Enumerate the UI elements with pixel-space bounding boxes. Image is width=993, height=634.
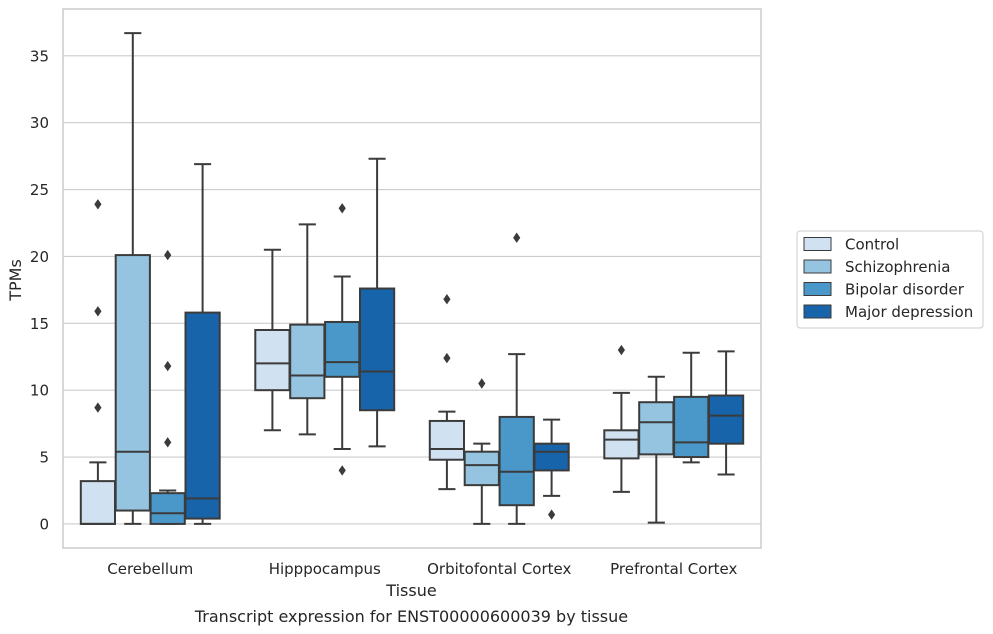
box-3-2 xyxy=(533,418,570,520)
y-tick-labels: 0 5 10 15 20 25 30 35 xyxy=(30,47,49,533)
y-tick-label: 15 xyxy=(30,315,49,333)
y-tick-label: 10 xyxy=(30,382,49,400)
box-2-0 xyxy=(149,249,186,525)
box-iqr xyxy=(184,311,221,520)
box-0-3 xyxy=(603,344,640,493)
box-iqr xyxy=(358,287,396,412)
outlier-point xyxy=(443,294,451,305)
legend: Control Schizophrenia Bipolar disorder Majo… xyxy=(796,230,984,329)
box-iqr xyxy=(603,429,640,460)
y-axis-title: TPMs xyxy=(6,259,25,302)
legend-swatch xyxy=(803,304,832,319)
box-iqr xyxy=(289,323,326,400)
box-iqr xyxy=(114,254,151,512)
box-1-0 xyxy=(114,32,151,525)
box-iqr xyxy=(254,328,291,392)
x-tick-labels: Cerebellum Hipppocampus Orbitofontal Corte… xyxy=(107,560,737,578)
legend-label: Bipolar disorder xyxy=(845,281,965,299)
outlier-point xyxy=(164,360,172,372)
y-tick-label: 30 xyxy=(30,114,49,132)
legend-swatch xyxy=(803,237,832,251)
x-axis-title: Tissue xyxy=(385,581,436,600)
box-3-3 xyxy=(707,350,745,476)
x-tick-label: Prefrontal Cortex xyxy=(610,560,737,578)
x-tick-label: Cerebellum xyxy=(107,560,193,578)
box-iqr xyxy=(673,395,710,459)
outlier-point xyxy=(443,352,451,364)
legend-label: Control xyxy=(845,236,899,254)
outlier-point xyxy=(617,344,625,356)
box-iqr xyxy=(638,401,675,456)
y-tick-label: 25 xyxy=(30,181,49,199)
outlier-point xyxy=(513,232,521,243)
chart-caption: Transcript expression for ENST0000060003… xyxy=(194,607,628,626)
legend-label: Major depression xyxy=(845,303,973,321)
outlier-point xyxy=(164,437,172,448)
legend-label: Schizophrenia xyxy=(845,258,950,276)
x-tick-label: Hipppocampus xyxy=(269,560,381,578)
plot-frame xyxy=(62,8,762,549)
y-tick-label: 35 xyxy=(30,47,49,65)
box-2-1 xyxy=(324,203,361,476)
outlier-point xyxy=(94,306,102,317)
box-0-1 xyxy=(254,248,291,432)
box-1-2 xyxy=(463,378,500,525)
x-tick-label: Orbitofontal Cortex xyxy=(427,560,571,578)
legend-swatch xyxy=(803,282,832,296)
box-iqr xyxy=(498,415,535,507)
box-iqr xyxy=(428,419,466,461)
y-tick-label: 20 xyxy=(30,248,49,266)
box-1-1 xyxy=(289,223,326,436)
legend-frame xyxy=(796,230,984,329)
box-2-2 xyxy=(498,232,535,525)
box-iqr xyxy=(707,394,745,445)
box-iqr xyxy=(533,442,570,472)
y-tick-label: 5 xyxy=(39,449,49,467)
outlier-point xyxy=(548,509,556,520)
box-3-1 xyxy=(358,157,396,448)
box-iqr xyxy=(149,492,186,525)
y-tick-label: 0 xyxy=(39,515,49,533)
box-2-3 xyxy=(673,351,710,464)
box-3-0 xyxy=(184,163,221,525)
legend-swatch xyxy=(803,259,832,274)
outlier-point xyxy=(478,378,486,389)
box-0-2 xyxy=(428,294,466,491)
outlier-point xyxy=(94,199,102,210)
outlier-point xyxy=(94,402,102,413)
outlier-point xyxy=(338,465,346,476)
box-iqr xyxy=(463,450,500,487)
box-iqr xyxy=(324,320,361,378)
outlier-point xyxy=(338,203,346,214)
box-iqr xyxy=(79,480,117,525)
outlier-point xyxy=(164,249,172,261)
boxes-layer xyxy=(79,32,745,525)
